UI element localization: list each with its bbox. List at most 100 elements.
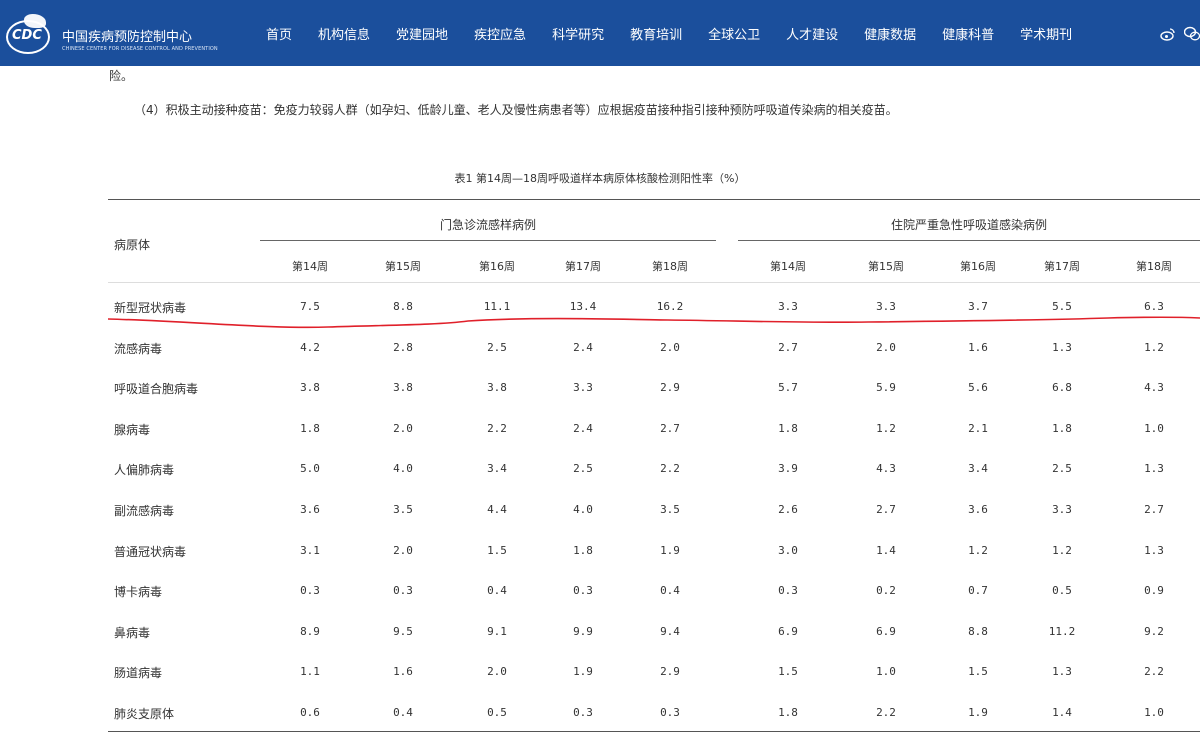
inpatient-rate-cell: 4.3	[1144, 381, 1164, 395]
outpatient-rate-cell: 2.9	[660, 381, 680, 395]
nav-item-party[interactable]: 党建园地	[396, 27, 449, 43]
outpatient-rate-cell: 3.8	[300, 381, 320, 395]
outpatient-rate-cell: 9.1	[487, 624, 507, 638]
inpatient-rate-cell: 3.3	[876, 300, 896, 313]
inpatient-rate-cell: 1.2	[1052, 543, 1072, 557]
outpatient-rate-cell: 1.9	[660, 543, 680, 557]
inpatient-rate-cell: 3.0	[778, 543, 798, 557]
nav-item-emergency[interactable]: 疾控应急	[474, 27, 527, 43]
outpatient-week-header: 第18周	[652, 260, 688, 273]
inpatient-rate-cell: 1.3	[1144, 462, 1164, 476]
nav-item-education[interactable]: 教育培训	[630, 27, 683, 43]
inpatient-week-header: 第14周	[770, 260, 806, 273]
inpatient-rate-cell: 1.3	[1144, 543, 1164, 557]
outpatient-rate-cell: 1.9	[573, 665, 593, 679]
outpatient-group-header: 门急诊流感样病例	[439, 218, 536, 232]
site-subtitle: CHINESE CENTER FOR DISEASE CONTROL AND P…	[62, 46, 218, 52]
inpatient-rate-cell: 1.8	[778, 421, 798, 435]
outpatient-rate-cell: 0.6	[300, 706, 320, 719]
nav-item-research[interactable]: 科学研究	[552, 27, 605, 43]
pathogen-name: 新型冠状病毒	[114, 301, 187, 315]
logo-cdc-text: CDC	[12, 28, 42, 43]
inpatient-rate-cell: 0.3	[778, 584, 798, 598]
inpatient-rate-cell: 2.5	[1052, 462, 1072, 476]
outpatient-rate-cell: 0.3	[573, 706, 593, 719]
inpatient-rate-cell: 1.8	[1052, 421, 1072, 435]
inpatient-rate-cell: 5.7	[778, 381, 798, 395]
inpatient-rate-cell: 1.0	[1144, 706, 1164, 719]
pathogen-name: 腺病毒	[114, 422, 151, 437]
pathogen-header: 病原体	[114, 238, 151, 252]
inpatient-rate-cell: 5.9	[876, 381, 896, 395]
outpatient-week-header: 第17周	[565, 260, 601, 273]
inpatient-rate-cell: 2.7	[876, 503, 896, 516]
wechat-icon[interactable]	[1184, 26, 1200, 42]
nav-item-journals[interactable]: 学术期刊	[1020, 27, 1073, 43]
pathogen-name: 副流感病毒	[114, 504, 175, 518]
inpatient-rate-cell: 1.3	[1052, 665, 1072, 679]
outpatient-rate-cell: 2.4	[573, 340, 593, 354]
site-title: 中国疾病预防控制中心	[62, 30, 193, 45]
outpatient-rate-cell: 2.4	[573, 421, 593, 435]
outpatient-week-header: 第15周	[385, 260, 421, 273]
outpatient-rate-cell: 0.3	[393, 584, 413, 598]
outpatient-rate-cell: 0.3	[660, 706, 680, 719]
nav-item-institution[interactable]: 机构信息	[318, 27, 371, 43]
pathogen-name: 普通冠状病毒	[114, 544, 187, 559]
vaccine-advice-paragraph: （4）积极主动接种疫苗：免疫力较弱人群（如孕妇、低龄儿童、老人及慢性病患者等）应…	[134, 103, 898, 117]
inpatient-week-header: 第17周	[1044, 260, 1080, 273]
outpatient-rate-cell: 16.2	[656, 300, 684, 313]
outpatient-rate-cell: 2.0	[393, 421, 413, 435]
inpatient-rate-cell: 3.7	[968, 300, 988, 313]
inpatient-rate-cell: 0.7	[968, 584, 988, 598]
inpatient-rate-cell: 3.3	[778, 300, 798, 313]
table-caption: 表1 第14周—18周呼吸道样本病原体核酸检测阳性率（%）	[454, 172, 746, 185]
inpatient-rate-cell: 0.2	[876, 584, 896, 598]
inpatient-rate-cell: 2.2	[1144, 665, 1164, 679]
inpatient-rate-cell: 0.5	[1052, 584, 1072, 598]
inpatient-group-header: 住院严重急性呼吸道感染病例	[890, 218, 1047, 232]
inpatient-rate-cell: 1.5	[778, 665, 798, 679]
logo-ring	[6, 20, 50, 54]
outpatient-rate-cell: 1.8	[300, 421, 320, 435]
nav-item-health-science[interactable]: 健康科普	[942, 27, 995, 43]
outpatient-rate-cell: 0.4	[393, 706, 413, 719]
social-icons	[1160, 26, 1200, 42]
site-header: CDC 中国疾病预防控制中心 CHINESE CENTER FOR DISEAS…	[0, 0, 1200, 66]
inpatient-week-header: 第18周	[1136, 260, 1172, 273]
nav-item-talent[interactable]: 人才建设	[786, 27, 839, 43]
inpatient-rate-cell: 2.7	[1144, 503, 1164, 516]
outpatient-rate-cell: 0.3	[300, 584, 320, 598]
outpatient-rate-cell: 3.5	[393, 503, 413, 516]
outpatient-rate-cell: 2.0	[393, 543, 413, 557]
outpatient-rate-cell: 2.0	[660, 340, 680, 354]
pathogen-name: 肺炎支原体	[114, 707, 175, 721]
nav-item-global-health[interactable]: 全球公卫	[708, 27, 761, 43]
nav-item-health-data[interactable]: 健康数据	[864, 27, 917, 43]
outpatient-rate-cell: 9.9	[573, 624, 593, 638]
inpatient-rate-cell: 1.3	[1052, 340, 1072, 354]
pathogen-name: 博卡病毒	[114, 585, 163, 600]
outpatient-rate-cell: 2.8	[393, 340, 413, 354]
outpatient-rate-cell: 9.4	[660, 624, 680, 638]
inpatient-rate-cell: 2.0	[876, 340, 896, 354]
pathogen-name: 呼吸道合胞病毒	[114, 382, 199, 397]
inpatient-rate-cell: 5.6	[968, 381, 988, 395]
pathogen-name: 流感病毒	[114, 341, 163, 356]
outpatient-rate-cell: 7.5	[300, 300, 320, 313]
site-logo[interactable]: CDC 中国疾病预防控制中心 CHINESE CENTER FOR DISEAS…	[4, 8, 218, 58]
inpatient-rate-cell: 8.8	[968, 624, 988, 638]
outpatient-rate-cell: 2.0	[487, 665, 507, 679]
inpatient-rate-cell: 2.1	[968, 421, 988, 435]
inpatient-rate-cell: 1.0	[876, 665, 896, 679]
outpatient-rate-cell: 2.5	[573, 462, 593, 476]
inpatient-rate-cell: 3.3	[1052, 503, 1072, 516]
outpatient-rate-cell: 3.8	[487, 381, 507, 395]
weibo-icon[interactable]	[1160, 26, 1176, 42]
outpatient-rate-cell: 3.4	[487, 462, 507, 476]
inpatient-rate-cell: 1.5	[968, 665, 988, 679]
inpatient-rate-cell: 1.0	[1144, 421, 1164, 435]
nav-item-home[interactable]: 首页	[266, 27, 293, 43]
outpatient-rate-cell: 1.1	[300, 665, 320, 679]
inpatient-rate-cell: 1.9	[968, 706, 988, 719]
